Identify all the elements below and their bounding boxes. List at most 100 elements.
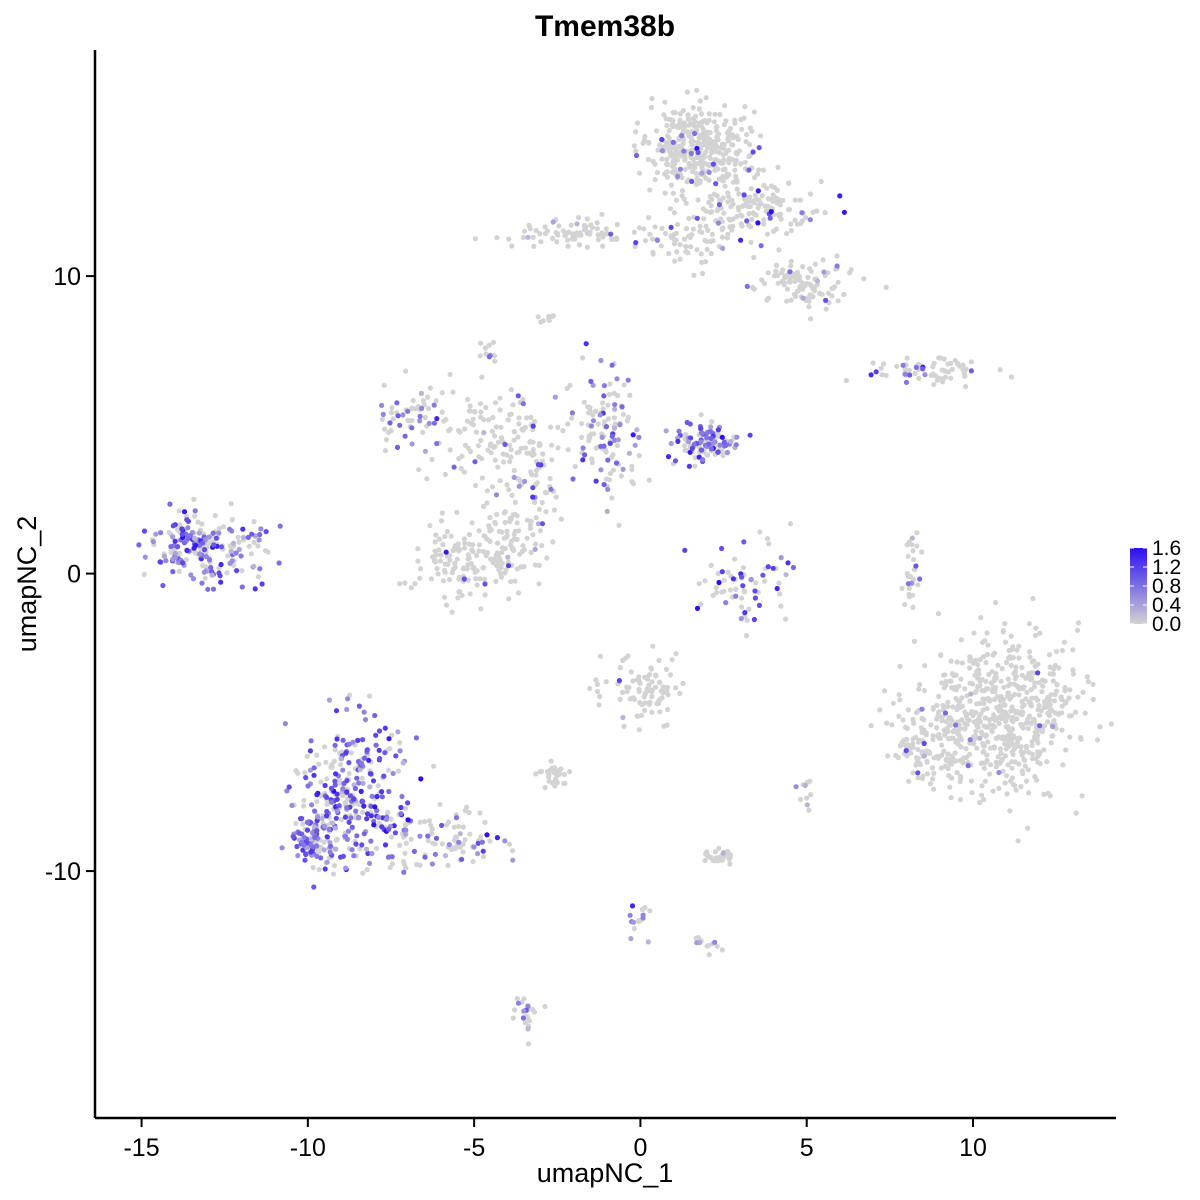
cell-point [439,841,445,847]
cell-point [451,837,458,843]
cell-point [974,668,980,674]
cell-point [739,126,745,132]
cell-point [990,788,996,794]
cell-point [333,771,339,777]
cell-point [478,340,484,346]
cell-point [400,858,407,865]
cell-point [725,569,731,575]
cell-point [949,685,955,691]
cell-point [488,556,494,562]
cell-point [472,236,478,242]
cell-point [315,814,321,820]
cell-point [581,227,587,233]
cell-point [324,859,330,865]
cell-point [1025,825,1031,831]
cell-point [340,767,346,773]
cell-point [342,833,349,839]
cell-point [677,690,683,697]
cell-point [641,226,647,232]
cell-point [457,844,463,850]
cell-point [910,604,916,611]
cell-point [738,237,744,243]
cell-point [675,173,681,179]
cell-point [966,717,972,723]
cell-point [910,548,916,554]
cell-point [661,112,667,118]
cell-point [708,435,714,441]
cell-point [538,239,544,245]
cell-point [493,492,500,498]
cell-point [721,577,727,583]
cell-point [965,763,971,769]
cell-point [372,712,378,719]
cell-point [773,195,779,201]
cell-point [664,169,670,175]
cell-point [693,181,700,187]
cell-point [664,684,671,691]
cell-point [668,182,674,188]
cell-point [1008,778,1014,784]
cell-point [704,120,710,126]
cell-point [741,539,747,545]
cell-point [466,555,472,561]
cell-point [1053,648,1060,655]
cell-point [697,223,703,229]
cell-point [703,223,709,229]
cell-point [367,784,373,790]
cell-point [600,400,606,406]
cell-point [1066,695,1072,701]
cell-point [694,215,700,221]
cell-point [367,771,373,777]
cell-point [904,355,910,361]
cell-point [657,142,663,148]
cell-point [428,576,434,582]
cell-point [1097,724,1103,730]
cell-point [561,780,567,787]
cell-point [475,851,481,857]
cell-point [575,232,581,238]
cell-point [499,435,505,441]
cell-point [1067,734,1073,740]
cell-point [716,202,723,208]
cell-point [400,412,406,418]
cell-point [307,748,313,754]
cell-point [675,149,681,156]
cell-point [510,402,516,408]
cell-point [642,133,648,139]
cell-point [455,595,461,601]
cell-point [284,788,290,794]
cell-point [302,857,308,863]
cell-point [364,816,370,822]
cell-point [1023,720,1029,726]
cell-point [614,221,620,228]
cell-point [721,210,727,216]
cell-point [719,569,725,575]
cell-point [453,815,460,821]
cell-point [552,776,559,782]
cell-point [354,833,360,839]
cell-point [992,599,999,606]
cell-point [511,474,517,480]
cell-point [528,414,534,420]
cell-point [542,224,548,230]
cell-point [170,556,176,563]
cell-point [980,696,986,702]
cell-point [569,410,576,416]
cell-point [554,239,560,245]
cell-point [879,372,885,378]
cell-point [1035,661,1041,667]
cell-point [316,761,322,767]
cell-point [729,142,735,148]
cell-point [1108,721,1114,727]
cell-point [908,750,914,756]
cell-point [427,523,433,529]
cell-point [993,685,999,691]
cell-point [301,803,307,809]
cell-point [360,737,366,743]
cell-point [1005,762,1011,768]
cell-point [344,706,350,713]
cell-point [708,203,714,209]
cell-point [188,572,194,578]
cell-point [825,290,832,296]
cell-point [650,236,656,242]
